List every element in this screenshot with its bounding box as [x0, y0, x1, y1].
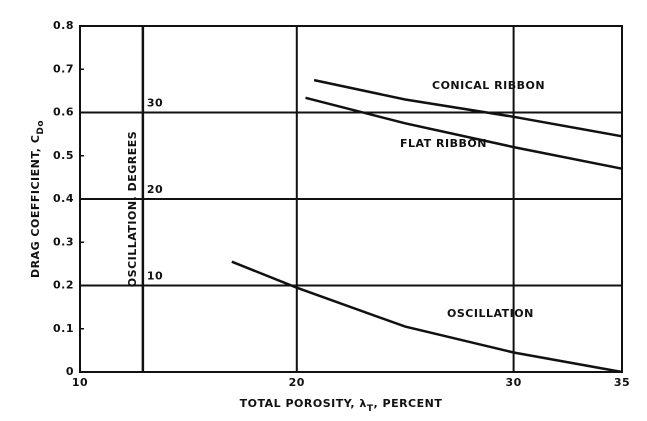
series-label: OSCILLATION: [447, 307, 534, 320]
y-tick-label: 0.5: [53, 149, 74, 162]
y-tick-label: 0.8: [53, 19, 74, 32]
x-tick-label: 10: [72, 376, 88, 389]
series-line: [305, 96, 623, 170]
y-axis-label-part: DRAG COEFFICIENT, C: [29, 135, 42, 278]
x-axis-label-part: T: [367, 404, 374, 414]
x-axis-label: TOTAL POROSITY, λT, PERCENT: [240, 397, 443, 414]
y-axis-label: DRAG COEFFICIENT, CDo: [29, 120, 46, 278]
x-tick-label: 30: [505, 376, 521, 389]
y2-tick-label: 10: [147, 270, 163, 283]
y2-axis-label: OSCILLATION, DEGREES: [126, 131, 139, 287]
y2-tick-label: 30: [147, 97, 163, 110]
y-tick-label: 0.4: [53, 192, 74, 205]
y-tick-label: 0.3: [53, 235, 74, 248]
y-tick-label: 0.2: [53, 279, 74, 292]
x-axis-label-part: TOTAL POROSITY, λ: [240, 397, 367, 410]
y-tick-label: 0.6: [53, 106, 74, 119]
y-axis-label-part: Do: [36, 120, 46, 135]
y-tick-label: 0.7: [53, 62, 74, 75]
x-tick-label: 20: [289, 376, 305, 389]
series-label: FLAT RIBBON: [400, 137, 487, 150]
series-line: [231, 260, 623, 374]
x-tick-label: 35: [614, 376, 630, 389]
y2-tick-label: 20: [147, 183, 163, 196]
series-label: CONICAL RIBBON: [432, 79, 545, 92]
y-tick-label: 0.1: [53, 322, 74, 335]
x-axis-label-part: , PERCENT: [374, 397, 443, 410]
series-line: [313, 78, 623, 138]
y-tick-label: 0: [66, 365, 74, 378]
